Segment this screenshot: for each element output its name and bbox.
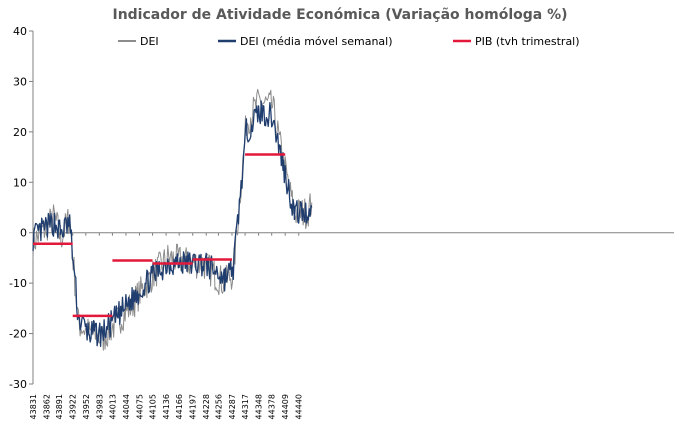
x-tick-label: 44440 <box>295 394 304 419</box>
x-tick-label: 44378 <box>268 394 277 419</box>
legend-pib-label: PIB (tvh trimestral) <box>475 35 580 48</box>
x-tick-label: 44044 <box>122 394 131 419</box>
y-tick-label: 10 <box>13 176 27 189</box>
chart-title: Indicador de Atividade Económica (Variaç… <box>112 7 567 23</box>
y-tick-label: 40 <box>13 25 27 38</box>
y-tick-label: -20 <box>9 328 27 341</box>
x-tick-label: 44409 <box>281 394 290 419</box>
x-tick-label: 44075 <box>135 394 144 419</box>
x-tick-label: 43952 <box>82 394 91 419</box>
x-tick-label: 44013 <box>108 394 117 419</box>
x-tick-label: 43983 <box>95 394 104 419</box>
x-tick-label: 43862 <box>43 394 52 419</box>
x-tick-label: 44197 <box>189 394 198 419</box>
y-tick-label: 0 <box>20 227 27 240</box>
y-tick-label: 20 <box>13 126 27 139</box>
x-tick-label: 43922 <box>69 394 78 419</box>
x-axis: 43831 43862 43891 43922 43952 43983 44013 44044… <box>29 232 674 419</box>
x-tick-label: 44256 <box>214 394 223 419</box>
chart-legend: DEI DEI (média móvel semanal) PIB (tvh t… <box>118 35 580 48</box>
x-tick-label: 44105 <box>149 394 158 419</box>
x-tick-label: 44348 <box>255 394 264 419</box>
legend-dei-label: DEI <box>140 35 159 48</box>
x-tick-label: 44136 <box>162 394 171 419</box>
x-tick-label: 44317 <box>241 394 250 419</box>
plot-area <box>32 88 313 351</box>
y-axis: -30 -20 -10 0 10 20 30 40 <box>9 25 34 391</box>
legend-dei-ma-label: DEI (média móvel semanal) <box>240 35 393 48</box>
x-tick-label: 44166 <box>175 394 184 419</box>
y-tick-label: -30 <box>9 378 27 391</box>
x-tick-label: 43831 <box>29 394 38 419</box>
y-tick-label: 30 <box>13 75 27 88</box>
x-tick-label: 44228 <box>202 394 211 419</box>
y-tick-label: -10 <box>9 277 27 290</box>
x-tick-label: 43891 <box>55 394 64 419</box>
dei-ma-line <box>32 100 313 348</box>
dei-line <box>32 88 313 351</box>
x-tick-label: 44287 <box>228 394 237 419</box>
